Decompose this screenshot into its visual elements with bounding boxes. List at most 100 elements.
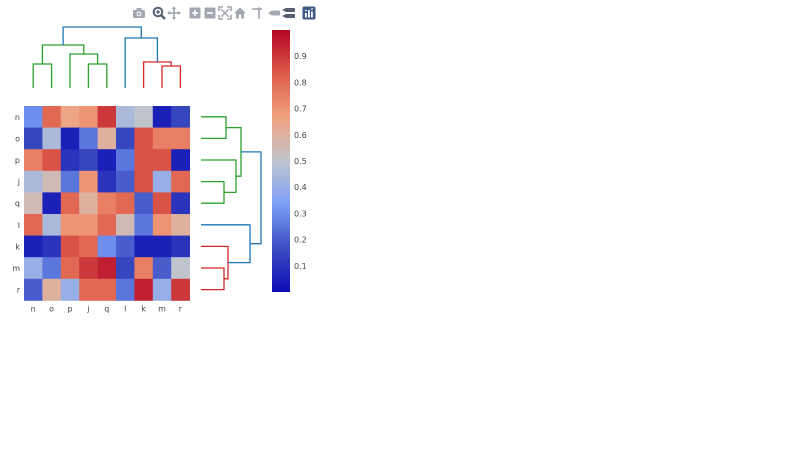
- heatmap-cell-m-q[interactable]: [97, 257, 117, 280]
- heatmap-cell-k-r[interactable]: [171, 235, 190, 258]
- heatmap-cell-o-l[interactable]: [116, 127, 135, 150]
- heatmap-cell-o-o[interactable]: [42, 127, 62, 150]
- heatmap-cell-k-j[interactable]: [79, 235, 98, 258]
- heatmap-cell-r-q[interactable]: [97, 278, 117, 301]
- heatmap-cell-o-r[interactable]: [171, 127, 190, 150]
- heatmap-cell-o-j[interactable]: [79, 127, 98, 150]
- heatmap-cell-r-j[interactable]: [79, 278, 98, 301]
- heatmap-cell-p-n[interactable]: [24, 149, 43, 172]
- heatmap-cell-q-j[interactable]: [79, 192, 98, 215]
- heatmap-cell-q-o[interactable]: [42, 192, 62, 215]
- heatmap-cell-l-p[interactable]: [60, 214, 80, 236]
- heatmap-cell-l-k[interactable]: [134, 214, 154, 236]
- heatmap-cell-n-k[interactable]: [134, 106, 154, 128]
- x-tick-label: n: [31, 304, 36, 313]
- heatmap-cell-k-n[interactable]: [24, 235, 43, 258]
- heatmap-cell-p-k[interactable]: [134, 149, 154, 172]
- heatmap-cell-j-o[interactable]: [42, 170, 62, 193]
- heatmap-cell-m-r[interactable]: [171, 257, 190, 280]
- pan-icon[interactable]: [167, 5, 181, 20]
- heatmap-cell-n-o[interactable]: [42, 106, 62, 128]
- heatmap-cell-j-k[interactable]: [134, 170, 154, 193]
- heatmap-cell-j-n[interactable]: [24, 170, 43, 193]
- heatmap-cell-r-l[interactable]: [116, 278, 135, 301]
- camera-icon[interactable]: [132, 5, 146, 19]
- heatmap-cell-j-q[interactable]: [97, 170, 117, 193]
- heatmap-cell-j-p[interactable]: [60, 170, 80, 193]
- heatmap-cell-q-q[interactable]: [97, 192, 117, 215]
- heatmap-cell-l-q[interactable]: [97, 214, 117, 236]
- heatmap-cell-k-k[interactable]: [134, 235, 154, 258]
- hover-compare-icon[interactable]: [282, 5, 296, 19]
- zoom-in-icon[interactable]: [188, 5, 202, 19]
- autoscale-icon[interactable]: [218, 5, 232, 20]
- heatmap-cell-o-k[interactable]: [134, 127, 154, 150]
- heatmap-cell-q-m[interactable]: [152, 192, 172, 215]
- heatmap-cell-n-n[interactable]: [24, 106, 43, 128]
- y-tick-label: n: [15, 113, 20, 122]
- heatmap-cell-m-m[interactable]: [152, 257, 172, 280]
- heatmap-cell-o-m[interactable]: [152, 127, 172, 150]
- heatmap-cell-q-r[interactable]: [171, 192, 190, 215]
- heatmap-cell-o-q[interactable]: [97, 127, 117, 150]
- heatmap-cell-m-p[interactable]: [60, 257, 80, 280]
- x-tick-label: p: [67, 304, 72, 313]
- top-dendrogram-link: [62, 26, 142, 45]
- heatmap-cell-r-n[interactable]: [24, 278, 43, 301]
- heatmap-cell-p-j[interactable]: [79, 149, 98, 172]
- heatmap-cell-n-p[interactable]: [60, 106, 80, 128]
- spike-lines-icon[interactable]: [250, 5, 264, 19]
- heatmap-cell-n-m[interactable]: [152, 106, 172, 128]
- heatmap-cell-l-m[interactable]: [152, 214, 172, 236]
- heatmap-cell-n-q[interactable]: [97, 106, 117, 128]
- y-tick-label: q: [15, 199, 20, 208]
- heatmap-cell-k-l[interactable]: [116, 235, 135, 258]
- heatmap-cell-n-j[interactable]: [79, 106, 98, 128]
- heatmap-cell-q-k[interactable]: [134, 192, 154, 215]
- heatmap-cell-p-p[interactable]: [60, 149, 80, 172]
- heatmap-cell-l-r[interactable]: [171, 214, 190, 236]
- heatmap-cell-r-r[interactable]: [171, 278, 190, 301]
- heatmap-cell-j-l[interactable]: [116, 170, 135, 193]
- heatmap-cell-q-p[interactable]: [60, 192, 80, 215]
- heatmap-cell-n-r[interactable]: [171, 106, 190, 128]
- heatmap-cell-m-o[interactable]: [42, 257, 62, 280]
- heatmap-cell-n-l[interactable]: [116, 106, 135, 128]
- heatmap-cell-p-l[interactable]: [116, 149, 135, 172]
- heatmap-cell-l-l[interactable]: [116, 214, 135, 236]
- heatmap-cell-q-l[interactable]: [116, 192, 135, 215]
- plotly-logo-icon[interactable]: [302, 5, 316, 20]
- heatmap-cell-o-n[interactable]: [24, 127, 43, 150]
- heatmap-cell-m-k[interactable]: [134, 257, 154, 280]
- heatmap-cell-k-p[interactable]: [60, 235, 80, 258]
- heatmap-cell-r-m[interactable]: [152, 278, 172, 301]
- heatmap-cell-j-j[interactable]: [79, 170, 98, 193]
- heatmap-cell-j-m[interactable]: [152, 170, 172, 193]
- heatmap-cell-q-n[interactable]: [24, 192, 43, 215]
- hover-closest-icon[interactable]: [267, 5, 281, 19]
- heatmap-cell-r-p[interactable]: [60, 278, 80, 301]
- heatmap-cell-l-j[interactable]: [79, 214, 98, 236]
- top-dendrogram-link: [87, 63, 108, 88]
- heatmap-cell-p-o[interactable]: [42, 149, 62, 172]
- heatmap-cell-l-n[interactable]: [24, 214, 43, 236]
- home-icon[interactable]: [233, 5, 247, 19]
- heatmap-cell-m-j[interactable]: [79, 257, 98, 280]
- heatmap-cell-k-q[interactable]: [97, 235, 117, 258]
- zoom-out-icon[interactable]: [203, 5, 217, 19]
- zoom-icon[interactable]: [152, 5, 166, 20]
- heatmap-cell-k-o[interactable]: [42, 235, 62, 258]
- heatmap-cell-p-r[interactable]: [171, 149, 190, 172]
- x-tick-label: m: [158, 304, 166, 313]
- heatmap-cell-m-l[interactable]: [116, 257, 135, 280]
- heatmap-cell-l-o[interactable]: [42, 214, 62, 236]
- heatmap-cell-o-p[interactable]: [60, 127, 80, 150]
- heatmap-cell-p-m[interactable]: [152, 149, 172, 172]
- heatmap-cell-j-r[interactable]: [171, 170, 190, 193]
- heatmap-cell-r-o[interactable]: [42, 278, 62, 301]
- heatmap-cell-k-m[interactable]: [152, 235, 172, 258]
- heatmap-cell-p-q[interactable]: [97, 149, 117, 172]
- heatmap-cell-r-k[interactable]: [134, 278, 154, 301]
- heatmap-cell-m-n[interactable]: [24, 257, 43, 280]
- modebar-toolbar: [130, 5, 320, 21]
